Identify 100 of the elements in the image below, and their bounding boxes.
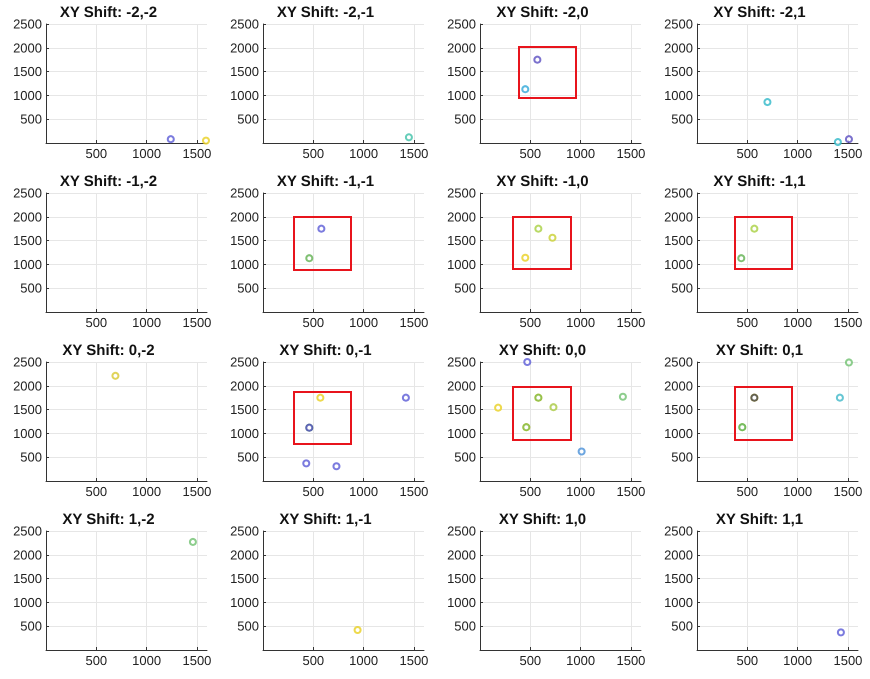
x-tick-label: 1500 [182,146,212,161]
x-tick-label: 1000 [566,315,596,330]
x-tick-label: 1500 [182,484,212,499]
y-tick-label: 500 [454,280,476,296]
y-tick-label: 1000 [230,426,259,441]
y-tick-label: 1000 [230,88,259,103]
chart-title: XY Shift: -2,1 [713,4,806,21]
y-tick-label: 1500 [447,64,476,80]
x-tick-label: 1000 [132,315,162,330]
y-tick-label: 1000 [447,594,476,610]
y-tick-label: 500 [237,112,259,127]
y-tick-label: 2000 [13,378,42,394]
x-tick-label: 1000 [783,653,812,668]
chart-title: XY Shift: 1,0 [498,511,586,528]
x-tick-label: 1000 [349,315,378,330]
x-tick-label: 1500 [399,315,428,330]
y-tick-label: 500 [671,618,693,634]
x-tick-label: 500 [85,315,108,330]
y-tick-label: 2000 [230,547,259,562]
y-tick-label: 2500 [447,524,476,538]
y-tick-label: 2500 [664,524,693,538]
x-tick-label: 1500 [833,315,862,330]
x-tick-label: 1000 [783,146,812,161]
y-tick-label: 2000 [447,209,476,224]
x-tick-label: 500 [302,484,324,499]
y-tick-label: 1000 [13,88,42,103]
x-tick-label: 1000 [349,484,378,499]
y-tick-label: 500 [20,618,42,634]
y-tick-label: 500 [454,618,476,634]
y-tick-label: 1000 [230,256,259,272]
y-tick-label: 1000 [447,88,476,103]
y-tick-label: 2500 [664,354,693,370]
x-tick-label: 500 [302,146,324,161]
x-tick-label: 500 [736,315,758,330]
x-tick-label: 1000 [566,653,596,668]
y-tick-label: 2500 [230,16,259,32]
y-tick-label: 1000 [230,594,259,610]
x-tick-label: 1000 [566,484,596,499]
y-tick-label: 1000 [664,256,693,272]
y-tick-label: 2000 [664,40,693,56]
y-tick-label: 2500 [13,524,42,538]
x-tick-label: 1500 [182,653,212,668]
y-tick-label: 1500 [13,402,42,418]
y-tick-label: 1500 [664,402,693,418]
y-tick-label: 2500 [230,524,259,538]
x-tick-label: 1500 [833,653,862,668]
x-tick-label: 1500 [616,653,646,668]
y-tick-label: 500 [20,112,42,127]
y-tick-label: 1000 [664,426,693,441]
y-tick-label: 2500 [230,186,259,200]
y-tick-label: 2500 [447,16,476,32]
y-tick-label: 2500 [447,354,476,370]
y-tick-label: 2000 [664,209,693,224]
y-tick-label: 1500 [447,571,476,586]
x-tick-label: 1500 [833,146,862,161]
chart-title: XY Shift: 1,-1 [279,511,372,528]
y-tick-label: 1500 [230,571,259,586]
y-tick-label: 2500 [664,186,693,200]
x-tick-label: 500 [519,315,542,330]
y-tick-label: 500 [237,618,259,634]
chart-title: XY Shift: 0,1 [716,342,804,359]
chart-title: XY Shift: 1,-2 [62,511,155,528]
y-tick-label: 2500 [230,354,259,370]
y-tick-label: 1000 [664,88,693,103]
x-tick-label: 1500 [833,484,862,499]
x-tick-label: 1500 [399,146,428,161]
y-tick-label: 2000 [447,547,476,562]
x-tick-label: 500 [85,653,108,668]
y-tick-label: 2000 [13,40,42,56]
x-tick-label: 1000 [349,653,378,668]
x-tick-label: 1500 [616,146,646,161]
y-tick-label: 500 [454,450,476,465]
chart-title: XY Shift: -1,0 [496,173,589,190]
x-tick-label: 1500 [616,315,646,330]
chart-title: XY Shift: 0,-2 [62,342,155,359]
y-tick-label: 1000 [664,594,693,610]
y-tick-label: 1500 [13,233,42,248]
y-tick-label: 1000 [13,256,42,272]
x-tick-label: 500 [85,146,108,161]
x-tick-label: 500 [302,653,324,668]
y-tick-label: 2000 [447,40,476,56]
y-tick-label: 2000 [13,209,42,224]
y-tick-label: 2500 [13,16,42,32]
chart-title: XY Shift: -1,1 [713,173,806,190]
y-tick-label: 2000 [230,40,259,56]
chart-title: XY Shift: 0,-1 [279,342,372,359]
y-tick-label: 2000 [664,378,693,394]
y-tick-label: 1500 [230,64,259,80]
x-tick-label: 500 [519,653,542,668]
y-tick-label: 500 [237,450,259,465]
x-tick-label: 500 [736,146,758,161]
y-tick-label: 2000 [230,378,259,394]
y-tick-label: 1500 [447,233,476,248]
x-tick-label: 500 [85,484,108,499]
y-tick-label: 500 [20,280,42,296]
chart-title: XY Shift: -2,-2 [60,4,158,21]
y-tick-label: 2500 [13,354,42,370]
y-tick-label: 500 [671,280,693,296]
x-tick-label: 1000 [566,146,596,161]
y-tick-label: 1500 [230,402,259,418]
